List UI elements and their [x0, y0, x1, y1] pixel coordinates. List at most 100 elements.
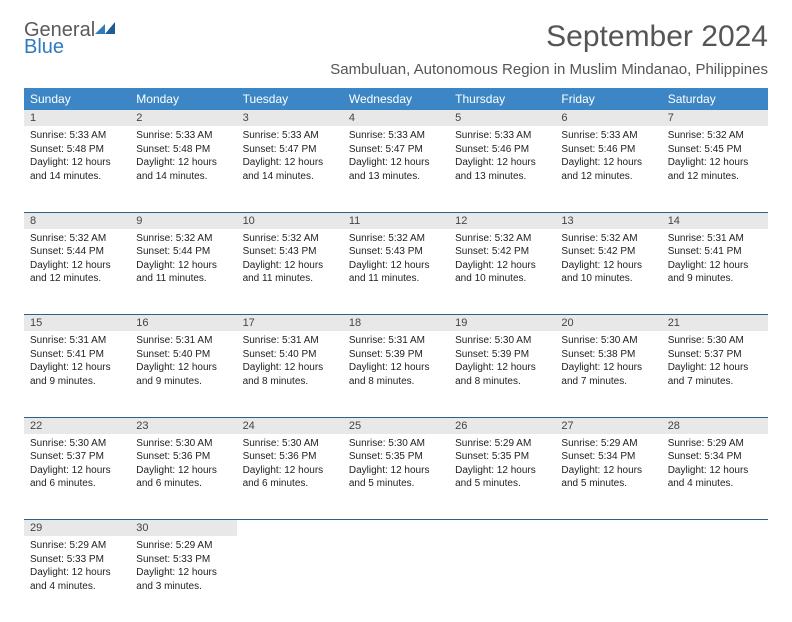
daylight-text: and 9 minutes. — [136, 375, 230, 389]
day-content-row: Sunrise: 5:32 AMSunset: 5:44 PMDaylight:… — [24, 229, 768, 315]
day-cell: Sunrise: 5:33 AMSunset: 5:46 PMDaylight:… — [555, 126, 661, 212]
daylight-text: Daylight: 12 hours — [561, 464, 655, 478]
day-cell: Sunrise: 5:29 AMSunset: 5:34 PMDaylight:… — [555, 434, 661, 520]
day-cell: Sunrise: 5:31 AMSunset: 5:41 PMDaylight:… — [24, 331, 130, 417]
day-cell: Sunrise: 5:31 AMSunset: 5:39 PMDaylight:… — [343, 331, 449, 417]
daylight-text: Daylight: 12 hours — [349, 259, 443, 273]
sunrise-text: Sunrise: 5:33 AM — [243, 129, 337, 143]
daylight-text: and 6 minutes. — [243, 477, 337, 491]
location-subtitle: Sambuluan, Autonomous Region in Muslim M… — [24, 61, 768, 78]
day-number: 5 — [449, 110, 555, 126]
daylight-text: Daylight: 12 hours — [455, 259, 549, 273]
sunset-text: Sunset: 5:46 PM — [561, 143, 655, 157]
day-number: 15 — [24, 315, 130, 332]
sunrise-text: Sunrise: 5:32 AM — [30, 232, 124, 246]
logo: General Blue — [24, 20, 117, 57]
sunset-text: Sunset: 5:44 PM — [30, 245, 124, 259]
daylight-text: Daylight: 12 hours — [668, 259, 762, 273]
daylight-text: and 7 minutes. — [561, 375, 655, 389]
sunset-text: Sunset: 5:46 PM — [455, 143, 549, 157]
daylight-text: Daylight: 12 hours — [668, 464, 762, 478]
sunrise-text: Sunrise: 5:33 AM — [455, 129, 549, 143]
daylight-text: and 6 minutes. — [30, 477, 124, 491]
day-cell: Sunrise: 5:30 AMSunset: 5:36 PMDaylight:… — [130, 434, 236, 520]
sunset-text: Sunset: 5:40 PM — [243, 348, 337, 362]
day-number: 16 — [130, 315, 236, 332]
day-cell: Sunrise: 5:29 AMSunset: 5:33 PMDaylight:… — [24, 536, 130, 622]
sunset-text: Sunset: 5:33 PM — [136, 553, 230, 567]
daylight-text: Daylight: 12 hours — [561, 361, 655, 375]
sunset-text: Sunset: 5:45 PM — [668, 143, 762, 157]
sunset-text: Sunset: 5:47 PM — [349, 143, 443, 157]
sunset-text: Sunset: 5:42 PM — [455, 245, 549, 259]
sunset-text: Sunset: 5:37 PM — [30, 450, 124, 464]
day-number: 19 — [449, 315, 555, 332]
daylight-text: Daylight: 12 hours — [136, 464, 230, 478]
sunrise-text: Sunrise: 5:33 AM — [561, 129, 655, 143]
daylight-text: and 6 minutes. — [136, 477, 230, 491]
day-cell: Sunrise: 5:32 AMSunset: 5:42 PMDaylight:… — [449, 229, 555, 315]
sunset-text: Sunset: 5:48 PM — [30, 143, 124, 157]
day-number: 14 — [662, 212, 768, 229]
sunset-text: Sunset: 5:36 PM — [243, 450, 337, 464]
sunrise-text: Sunrise: 5:30 AM — [30, 437, 124, 451]
daylight-text: and 14 minutes. — [243, 170, 337, 184]
sunrise-text: Sunrise: 5:30 AM — [349, 437, 443, 451]
day-cell: Sunrise: 5:31 AMSunset: 5:40 PMDaylight:… — [237, 331, 343, 417]
calendar-table: Sunday Monday Tuesday Wednesday Thursday… — [24, 88, 768, 622]
sunrise-text: Sunrise: 5:29 AM — [30, 539, 124, 553]
daylight-text: Daylight: 12 hours — [668, 156, 762, 170]
daylight-text: and 3 minutes. — [136, 580, 230, 594]
day-cell — [343, 536, 449, 622]
sunset-text: Sunset: 5:43 PM — [243, 245, 337, 259]
day-number — [343, 520, 449, 537]
daylight-text: Daylight: 12 hours — [136, 156, 230, 170]
sunset-text: Sunset: 5:41 PM — [30, 348, 124, 362]
day-header: Tuesday — [237, 88, 343, 110]
daylight-text: and 11 minutes. — [136, 272, 230, 286]
day-cell — [449, 536, 555, 622]
day-content-row: Sunrise: 5:31 AMSunset: 5:41 PMDaylight:… — [24, 331, 768, 417]
daylight-text: Daylight: 12 hours — [136, 566, 230, 580]
sunrise-text: Sunrise: 5:30 AM — [561, 334, 655, 348]
daylight-text: Daylight: 12 hours — [136, 361, 230, 375]
daylight-text: and 5 minutes. — [561, 477, 655, 491]
day-content-row: Sunrise: 5:30 AMSunset: 5:37 PMDaylight:… — [24, 434, 768, 520]
sunrise-text: Sunrise: 5:33 AM — [136, 129, 230, 143]
daylight-text: and 8 minutes. — [243, 375, 337, 389]
daylight-text: and 8 minutes. — [455, 375, 549, 389]
day-header: Wednesday — [343, 88, 449, 110]
sunset-text: Sunset: 5:42 PM — [561, 245, 655, 259]
daylight-text: Daylight: 12 hours — [349, 156, 443, 170]
daylight-text: and 9 minutes. — [30, 375, 124, 389]
daylight-text: and 9 minutes. — [668, 272, 762, 286]
day-number: 22 — [24, 417, 130, 434]
day-number: 11 — [343, 212, 449, 229]
sunset-text: Sunset: 5:47 PM — [243, 143, 337, 157]
daylight-text: and 14 minutes. — [30, 170, 124, 184]
day-content-row: Sunrise: 5:29 AM Sunset: 5:33 PMDaylight:… — [24, 536, 768, 622]
day-number: 2 — [130, 110, 236, 126]
sunset-text: Sunset: 5:37 PM — [668, 348, 762, 362]
day-cell: Sunrise: 5:33 AMSunset: 5:48 PMDaylight:… — [24, 126, 130, 212]
sunset-text: Sunset: 5:35 PM — [349, 450, 443, 464]
daylight-text: Daylight: 12 hours — [30, 156, 124, 170]
sunset-text: Sunset: 5:39 PM — [349, 348, 443, 362]
sunrise-text: Sunrise: 5:31 AM — [668, 232, 762, 246]
daylight-text: Daylight: 12 hours — [561, 259, 655, 273]
day-cell: Sunrise: 5:30 AMSunset: 5:37 PMDaylight:… — [24, 434, 130, 520]
day-header: Sunday — [24, 88, 130, 110]
day-number-row: 15161718192021 — [24, 315, 768, 332]
day-number: 28 — [662, 417, 768, 434]
day-number: 4 — [343, 110, 449, 126]
day-header: Monday — [130, 88, 236, 110]
day-cell: Sunrise: 5:30 AMSunset: 5:38 PMDaylight:… — [555, 331, 661, 417]
sunrise-text: Sunrise: 5:32 AM — [243, 232, 337, 246]
sunrise-text: Sunrise: 5:30 AM — [136, 437, 230, 451]
day-cell: Sunrise: 5:32 AMSunset: 5:43 PMDaylight:… — [343, 229, 449, 315]
daylight-text: and 4 minutes. — [30, 580, 124, 594]
sunrise-text: Sunrise: 5:30 AM — [668, 334, 762, 348]
sunset-text: Sunset: 5:43 PM — [349, 245, 443, 259]
sunrise-text: Sunrise: 5:32 AM — [561, 232, 655, 246]
day-number: 27 — [555, 417, 661, 434]
